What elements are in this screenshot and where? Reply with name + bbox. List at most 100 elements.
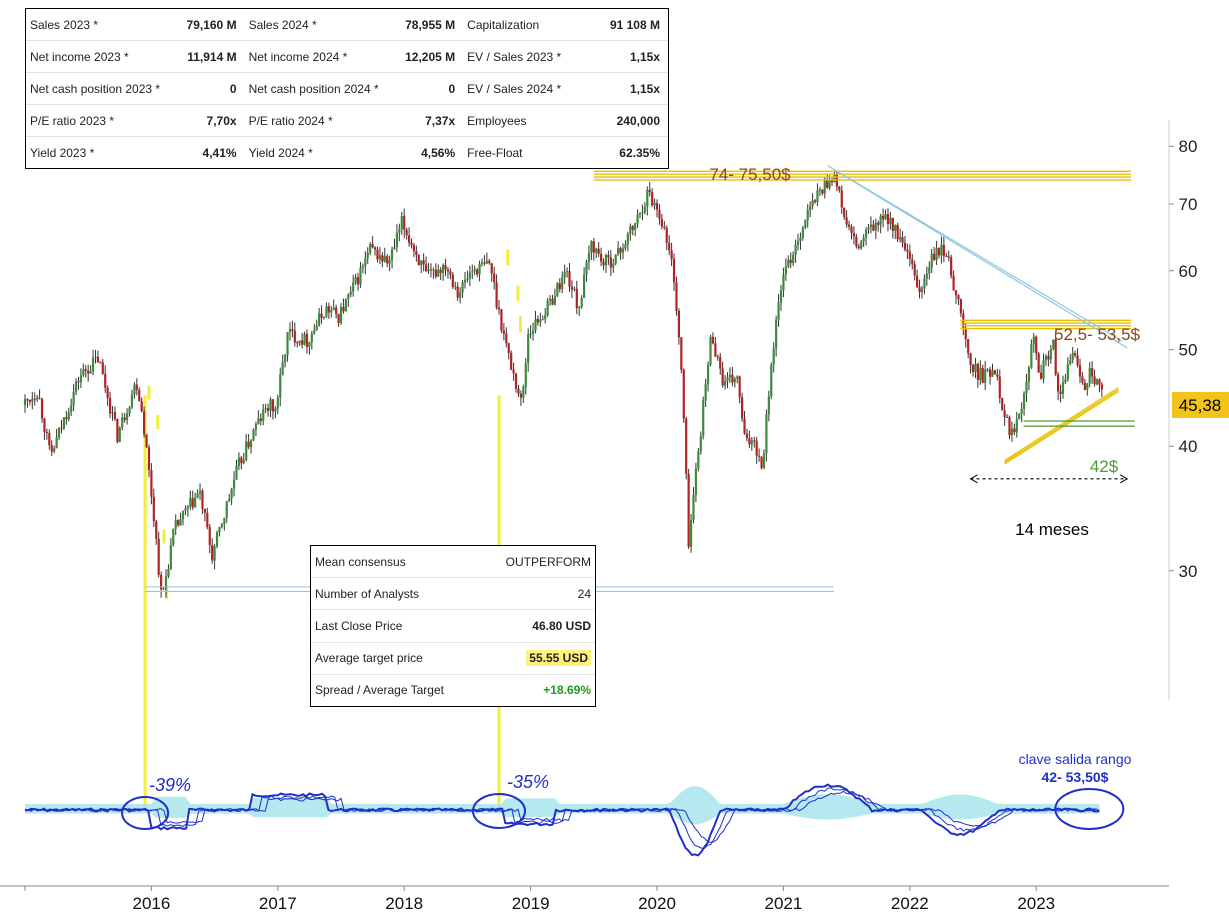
candle-body	[565, 271, 569, 273]
candle-body	[998, 376, 1001, 398]
resistance-trendline	[827, 165, 1123, 342]
candle-body	[534, 318, 537, 331]
candle-body	[172, 528, 175, 546]
candle-body	[782, 274, 785, 291]
candle-body	[884, 213, 887, 220]
candle-body	[743, 418, 746, 434]
candle-body	[663, 226, 666, 228]
candle-body	[138, 389, 141, 402]
candle-body	[775, 319, 778, 349]
candle-body	[417, 254, 420, 266]
candle-body	[40, 398, 44, 419]
candle-body	[206, 512, 209, 528]
candle-body	[631, 226, 634, 230]
candle-body	[587, 252, 591, 262]
candle-body	[1018, 414, 1021, 420]
candle-body	[726, 377, 729, 382]
candle-body	[400, 216, 403, 230]
candle-body	[541, 319, 544, 321]
last-price-tag: 45,38	[1172, 392, 1229, 418]
candle-body	[28, 399, 31, 402]
candle-body	[74, 381, 78, 392]
candle-body	[305, 333, 309, 348]
candle-body	[779, 290, 783, 303]
candle-body	[748, 438, 751, 445]
candle-body	[373, 247, 377, 250]
fundamentals-value: 78,955 M	[394, 9, 464, 41]
candle-body	[697, 451, 700, 469]
candle-body	[150, 470, 153, 497]
candle-body	[867, 227, 870, 230]
candle-body	[257, 418, 260, 424]
candle-body	[930, 253, 933, 268]
fundamentals-label: Net income 2023 *	[26, 40, 177, 73]
candle-body	[237, 457, 241, 466]
candle-body	[488, 260, 491, 264]
support-trendline	[1004, 390, 1119, 465]
candle-body	[624, 244, 627, 249]
last-price-badge	[1172, 392, 1229, 418]
fundamentals-value: 7,70x	[176, 104, 245, 137]
candle-body	[1003, 410, 1006, 417]
candle-body	[1047, 356, 1050, 360]
candle-body	[266, 408, 270, 411]
candle-body	[395, 232, 399, 248]
candle-body	[675, 282, 678, 311]
candle-body	[286, 332, 289, 356]
candle-body	[259, 418, 262, 421]
candle-body	[1081, 376, 1084, 383]
candle-body	[1100, 384, 1103, 390]
candle-body	[765, 414, 768, 454]
candle-body	[444, 264, 447, 270]
candle-body	[437, 269, 440, 277]
candle-body	[65, 417, 68, 420]
candle-body	[57, 427, 61, 438]
candle-body	[356, 277, 360, 285]
candle-body	[483, 262, 486, 264]
candle-body	[806, 210, 809, 221]
candle-body	[155, 521, 158, 539]
candle-body	[869, 224, 873, 228]
price-axis: 30 40 50 60 70 80	[1169, 137, 1197, 581]
candle-body	[502, 330, 505, 334]
fundamentals-value: 62.35%	[619, 145, 660, 160]
candle-body	[570, 286, 574, 290]
band-label-top: 74- 75,50$	[709, 165, 791, 184]
candle-body	[125, 413, 129, 420]
candle-body	[942, 244, 945, 256]
candle-body	[619, 247, 622, 253]
candle-body	[889, 217, 892, 224]
candle-body	[607, 255, 610, 258]
fundamentals-value: 11,914 M	[176, 40, 245, 73]
x-tick-label: 2016	[132, 894, 170, 913]
candle-body	[471, 271, 474, 273]
fundamentals-value: 4,41%	[202, 145, 237, 160]
candle-body	[789, 259, 792, 264]
candle-body	[478, 263, 481, 275]
candle-body	[415, 251, 418, 255]
y-tick-label: 50	[1179, 341, 1198, 360]
consensus-panel: Mean consensus OUTPERFORM Number of Anal…	[310, 545, 596, 707]
candle-body	[53, 448, 56, 452]
candle-body	[760, 456, 763, 468]
consensus-target-label: Average target price	[311, 642, 480, 675]
candle-body	[964, 328, 967, 340]
candle-body	[191, 498, 194, 508]
consensus-spread-label: Spread / Average Target	[315, 683, 444, 698]
fundamentals-value: 7,37x	[394, 104, 464, 137]
candle-body	[894, 224, 897, 231]
candle-body	[546, 300, 549, 316]
candle-body	[529, 333, 532, 335]
candle-body	[269, 399, 272, 411]
candle-body	[971, 365, 975, 373]
candle-body	[899, 237, 902, 240]
candle-body	[371, 243, 374, 248]
candle-body	[473, 269, 476, 272]
fundamentals-label: EV / Sales 2024 *	[463, 72, 600, 105]
candle-body	[398, 229, 401, 233]
candle-body	[230, 488, 233, 499]
candle-body	[738, 376, 741, 398]
candle-body	[429, 269, 433, 271]
candle-body	[347, 294, 350, 300]
candle-body	[609, 257, 612, 268]
